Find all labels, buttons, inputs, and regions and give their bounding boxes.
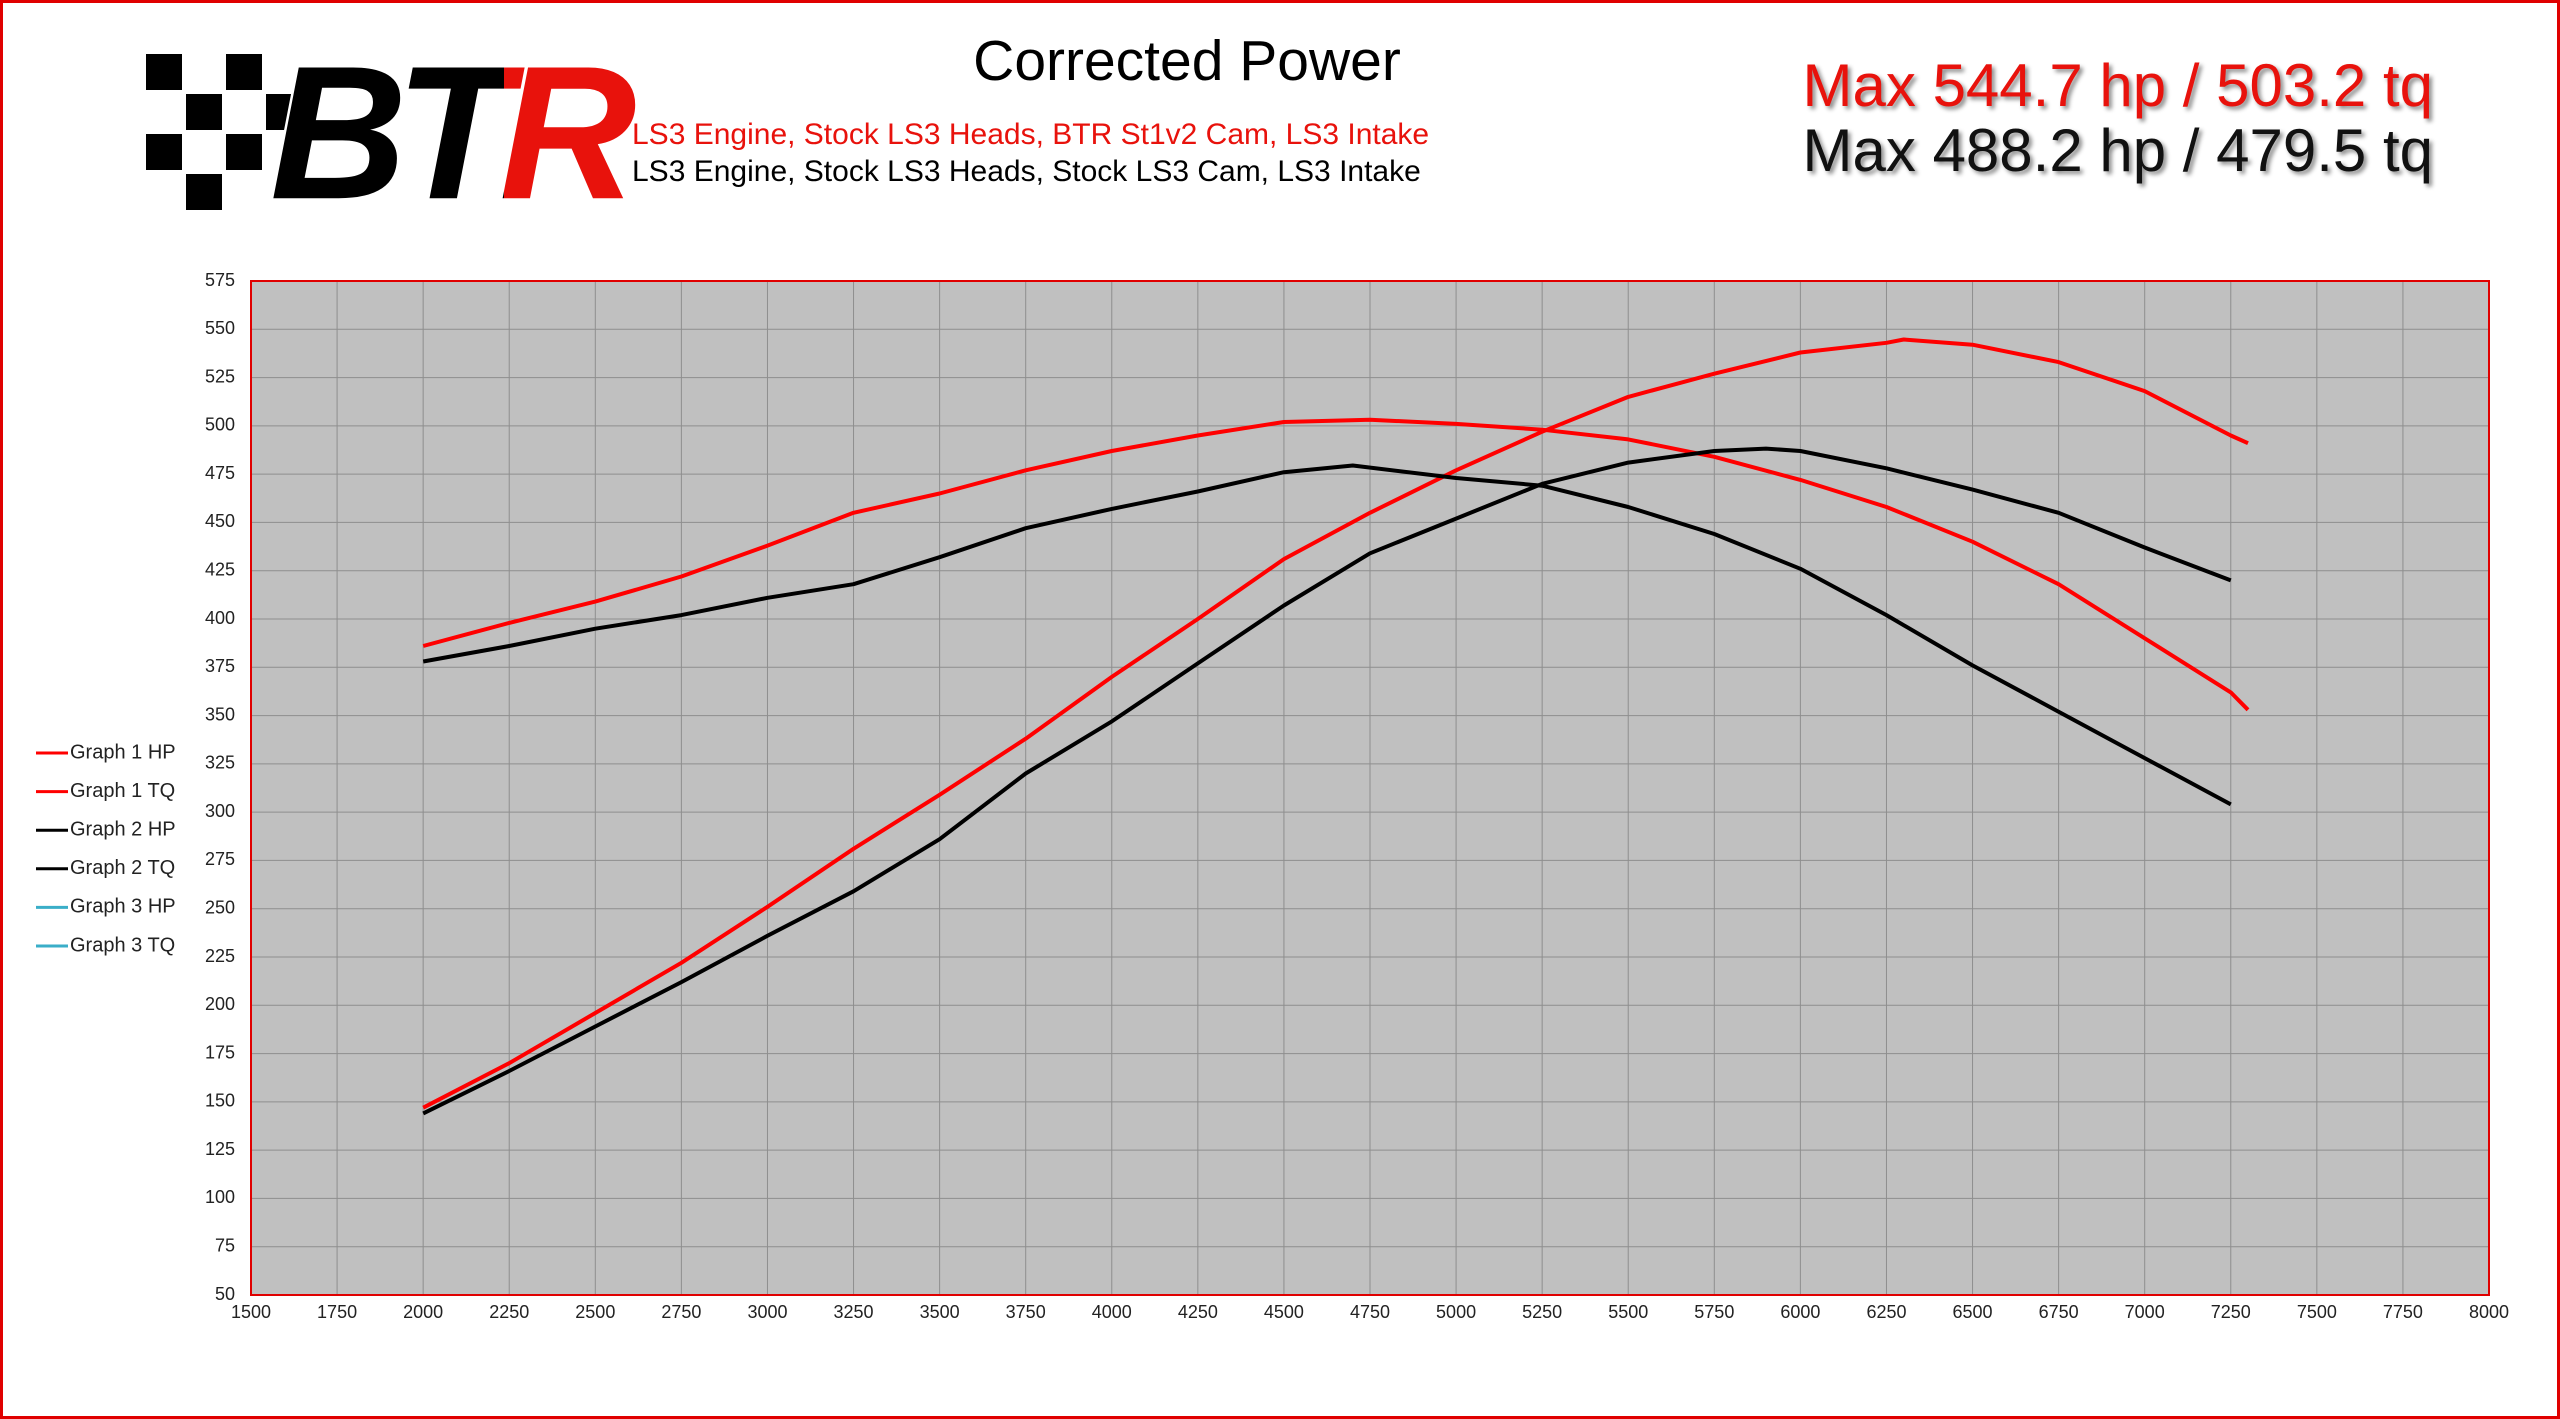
legend-label: Graph 3 HP [70,896,176,918]
y-tick-label: 450 [205,511,235,531]
x-tick-label: 5250 [1522,1302,1562,1322]
x-tick-label: 5500 [1608,1302,1648,1322]
x-tick-label: 7500 [2297,1302,2337,1322]
series-line [422,417,2250,712]
y-tick-label: 300 [205,801,235,821]
y-tick-label: 425 [205,559,235,579]
x-tick-label: 5750 [1694,1302,1734,1322]
subtitle: LS3 Engine, Stock LS3 Heads, Stock LS3 C… [632,155,1421,188]
x-tick-label: 7000 [2125,1302,2165,1322]
y-tick-label: 50 [215,1284,235,1304]
x-tick-label: 2750 [661,1302,701,1322]
y-tick-label: 75 [215,1235,235,1255]
subtitle: LS3 Engine, Stock LS3 Heads, BTR St1v2 C… [632,118,1429,151]
series-line [422,446,2232,1116]
max-annotation: Max 488.2 hp / 479.5 tq [1803,117,2433,184]
max-annotation: Max 544.7 hp / 503.2 tq [1803,52,2433,119]
logo: BTR [270,27,635,239]
y-tick-label: 525 [205,366,235,386]
x-tick-label: 2500 [575,1302,615,1322]
x-tick-label: 5000 [1436,1302,1476,1322]
x-tick-label: 3000 [747,1302,787,1322]
x-tick-label: 2250 [489,1302,529,1322]
legend-label: Graph 2 TQ [70,857,175,879]
y-tick-label: 100 [205,1187,235,1207]
x-tick-label: 4500 [1264,1302,1304,1322]
legend-label: Graph 1 HP [70,741,176,763]
x-tick-label: 1750 [317,1302,357,1322]
y-tick-label: 375 [205,656,235,676]
y-tick-label: 400 [205,608,235,628]
y-tick-label: 500 [205,415,235,435]
series-line [422,463,2232,807]
y-tick-label: 475 [205,463,235,483]
x-tick-label: 4250 [1178,1302,1218,1322]
legend-label: Graph 3 TQ [70,934,175,956]
x-tick-label: 6250 [1866,1302,1906,1322]
legend-label: Graph 2 HP [70,818,176,840]
x-tick-label: 6750 [2039,1302,2079,1322]
x-tick-label: 6000 [1780,1302,1820,1322]
x-tick-label: 4000 [1092,1302,1132,1322]
y-tick-label: 350 [205,704,235,724]
x-tick-label: 3250 [834,1302,874,1322]
y-tick-label: 325 [205,753,235,773]
chart-title: Corrected Power [973,29,1401,93]
y-tick-label: 275 [205,849,235,869]
x-tick-label: 3500 [920,1302,960,1322]
y-tick-label: 225 [205,946,235,966]
y-tick-label: 125 [205,1139,235,1159]
y-tick-label: 175 [205,1042,235,1062]
logo-flag [142,50,306,214]
x-tick-label: 1500 [231,1302,271,1322]
y-tick-label: 200 [205,994,235,1014]
x-tick-label: 3750 [1006,1302,1046,1322]
x-tick-label: 8000 [2469,1302,2509,1322]
y-tick-label: 250 [205,897,235,917]
x-tick-label: 7250 [2211,1302,2251,1322]
x-tick-label: 6500 [1953,1302,1993,1322]
x-tick-label: 4750 [1350,1302,1390,1322]
series-line [422,337,2249,1110]
y-tick-label: 550 [205,318,235,338]
y-tick-label: 150 [205,1091,235,1111]
plot-border [250,280,2490,1296]
x-tick-label: 7750 [2383,1302,2423,1322]
x-tick-label: 2000 [403,1302,443,1322]
legend-label: Graph 1 TQ [70,780,175,802]
y-tick-label: 575 [205,270,235,290]
